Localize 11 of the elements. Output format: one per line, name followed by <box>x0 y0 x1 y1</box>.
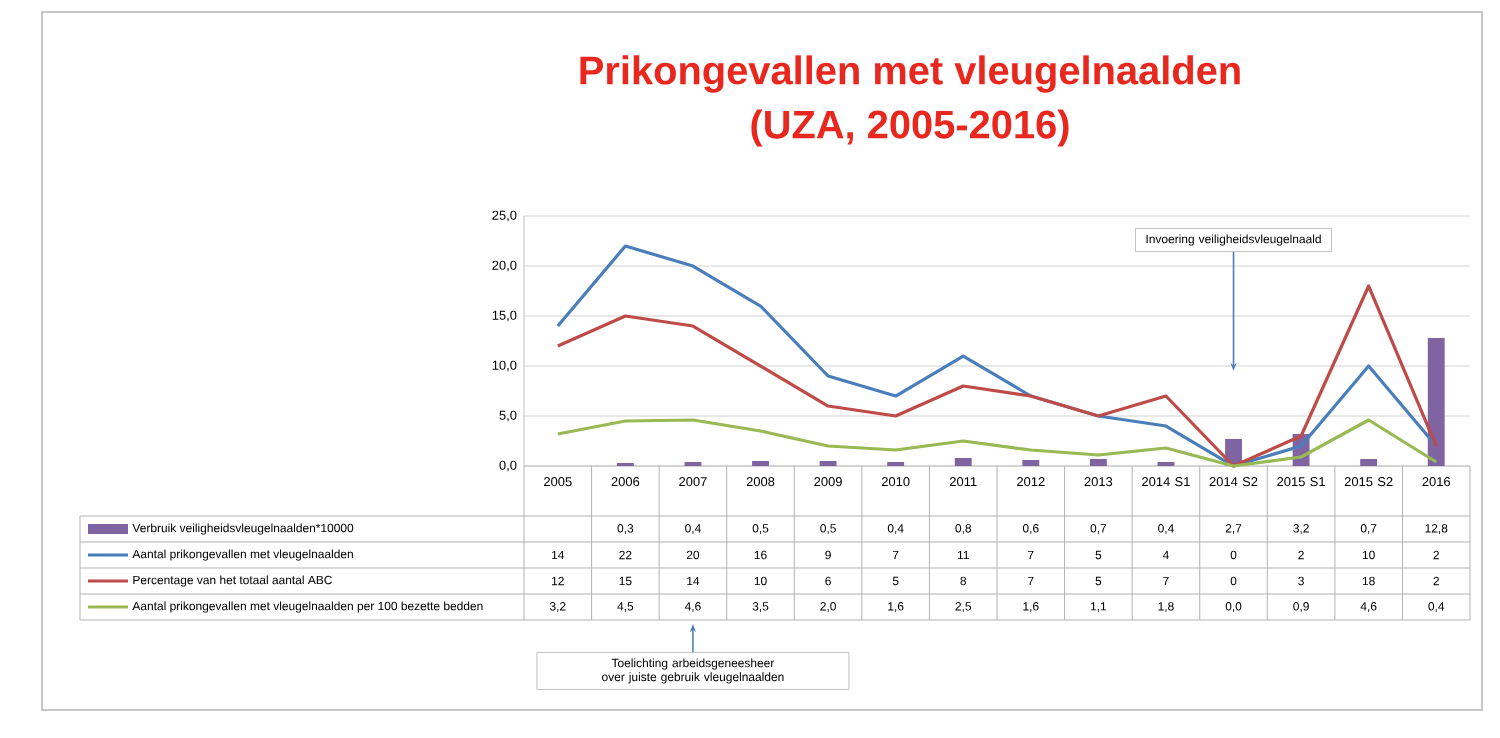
bar <box>1360 459 1378 467</box>
bar <box>1089 459 1107 467</box>
bar <box>752 461 769 467</box>
chart-subtitle: (UZA, 2005-2016) <box>751 109 1069 147</box>
bar <box>1022 460 1040 467</box>
bar <box>954 458 972 467</box>
line-series <box>556 244 1438 468</box>
bar <box>819 461 837 467</box>
bar <box>1427 338 1445 467</box>
line-series <box>556 418 1438 468</box>
chart-title: Prikongevallen met vleugelnaalden <box>580 55 1240 93</box>
